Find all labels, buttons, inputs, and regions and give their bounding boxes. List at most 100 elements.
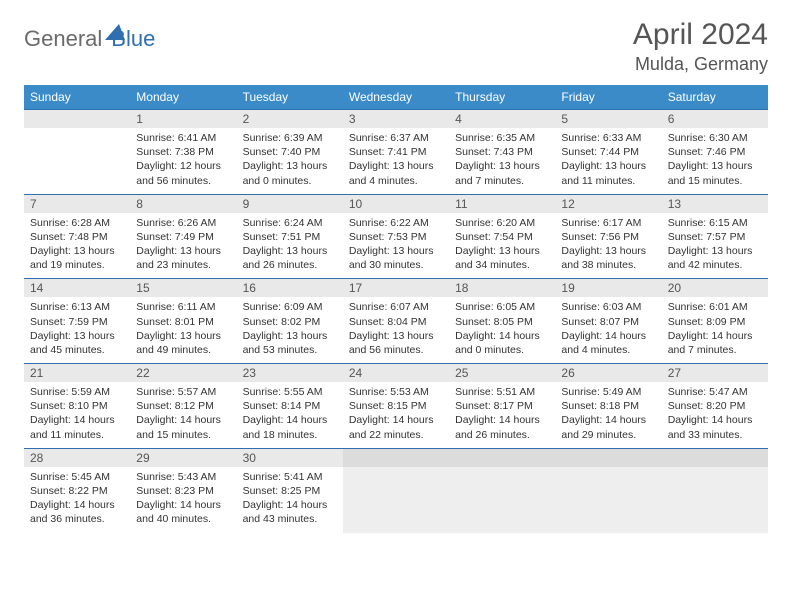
day-content-cell: Sunrise: 5:57 AMSunset: 8:12 PMDaylight:… (130, 382, 236, 448)
sun-info-line: and 4 minutes. (561, 343, 655, 357)
sun-info-line: Daylight: 13 hours (243, 329, 337, 343)
day-header: Wednesday (343, 85, 449, 110)
day-number-cell: 16 (237, 279, 343, 298)
day-number-cell: 13 (662, 194, 768, 213)
day-number-cell: 24 (343, 364, 449, 383)
sun-info-line: and 29 minutes. (561, 428, 655, 442)
day-number-cell: 23 (237, 364, 343, 383)
logo: General Blue (24, 24, 155, 53)
day-number-cell: 2 (237, 110, 343, 129)
sun-info-line: Sunrise: 5:55 AM (243, 385, 337, 399)
sun-info-line: Sunset: 8:10 PM (30, 399, 124, 413)
sun-info-line: Sunset: 7:46 PM (668, 145, 762, 159)
sun-info-line: Daylight: 13 hours (136, 244, 230, 258)
day-header: Friday (555, 85, 661, 110)
sun-info-line: Daylight: 13 hours (561, 159, 655, 173)
sun-info-line: Daylight: 14 hours (136, 498, 230, 512)
sun-info-line: Sunset: 7:56 PM (561, 230, 655, 244)
sun-info-line: Daylight: 13 hours (668, 159, 762, 173)
sun-info-line: Daylight: 14 hours (136, 413, 230, 427)
sun-info-line: Sunset: 7:41 PM (349, 145, 443, 159)
location-subtitle: Mulda, Germany (633, 54, 768, 75)
day-content-cell: Sunrise: 5:53 AMSunset: 8:15 PMDaylight:… (343, 382, 449, 448)
sun-info-line: and 11 minutes. (30, 428, 124, 442)
day-number-cell: 1 (130, 110, 236, 129)
day-number-cell: 10 (343, 194, 449, 213)
day-number-cell: 17 (343, 279, 449, 298)
day-content-cell: Sunrise: 6:05 AMSunset: 8:05 PMDaylight:… (449, 297, 555, 363)
sun-info-line: and 53 minutes. (243, 343, 337, 357)
sun-info-line: Sunset: 8:18 PM (561, 399, 655, 413)
header: General Blue April 2024 Mulda, Germany (24, 18, 768, 75)
sun-info-line: Sunset: 8:12 PM (136, 399, 230, 413)
sun-info-line: and 45 minutes. (30, 343, 124, 357)
sun-info-line: and 0 minutes. (243, 174, 337, 188)
day-number-row: 123456 (24, 110, 768, 129)
sun-info-line: Sunset: 7:44 PM (561, 145, 655, 159)
sun-info-line: and 42 minutes. (668, 258, 762, 272)
sun-info-line: Daylight: 14 hours (243, 413, 337, 427)
sun-info-line: Daylight: 12 hours (136, 159, 230, 173)
day-number-row: 78910111213 (24, 194, 768, 213)
sun-info-line: Daylight: 13 hours (30, 244, 124, 258)
day-content-cell: Sunrise: 6:13 AMSunset: 7:59 PMDaylight:… (24, 297, 130, 363)
day-content-cell: Sunrise: 6:41 AMSunset: 7:38 PMDaylight:… (130, 128, 236, 194)
sun-info-line: Sunset: 7:48 PM (30, 230, 124, 244)
day-content-cell: Sunrise: 6:15 AMSunset: 7:57 PMDaylight:… (662, 213, 768, 279)
day-content-cell: Sunrise: 6:37 AMSunset: 7:41 PMDaylight:… (343, 128, 449, 194)
sun-info-line: and 19 minutes. (30, 258, 124, 272)
sun-info-line: Sunrise: 5:57 AM (136, 385, 230, 399)
day-number-cell: 9 (237, 194, 343, 213)
sun-info-line: and 40 minutes. (136, 512, 230, 526)
sun-info-line: Sunset: 8:20 PM (668, 399, 762, 413)
sun-info-line: and 11 minutes. (561, 174, 655, 188)
day-number-cell: 28 (24, 448, 130, 467)
sun-info-line: Sunset: 8:14 PM (243, 399, 337, 413)
day-number-cell (662, 448, 768, 467)
sun-info-line: Sunrise: 6:03 AM (561, 300, 655, 314)
sun-info-line: Sunset: 8:07 PM (561, 315, 655, 329)
day-content-cell: Sunrise: 5:59 AMSunset: 8:10 PMDaylight:… (24, 382, 130, 448)
sun-info-line: Daylight: 13 hours (561, 244, 655, 258)
day-header: Tuesday (237, 85, 343, 110)
day-content-cell: Sunrise: 6:17 AMSunset: 7:56 PMDaylight:… (555, 213, 661, 279)
sun-info-line: and 34 minutes. (455, 258, 549, 272)
day-number-cell: 29 (130, 448, 236, 467)
day-content-cell: Sunrise: 6:22 AMSunset: 7:53 PMDaylight:… (343, 213, 449, 279)
sun-info-line: and 49 minutes. (136, 343, 230, 357)
sun-info-line: Sunset: 8:22 PM (30, 484, 124, 498)
logo-text-blue: Blue (111, 26, 155, 52)
day-header: Sunday (24, 85, 130, 110)
day-content-row: Sunrise: 6:13 AMSunset: 7:59 PMDaylight:… (24, 297, 768, 363)
sun-info-line: Daylight: 14 hours (561, 329, 655, 343)
page-title: April 2024 (633, 18, 768, 52)
day-content-cell: Sunrise: 5:45 AMSunset: 8:22 PMDaylight:… (24, 467, 130, 533)
sun-info-line: Daylight: 13 hours (349, 244, 443, 258)
day-number-cell: 7 (24, 194, 130, 213)
day-header: Monday (130, 85, 236, 110)
sun-info-line: Sunrise: 6:11 AM (136, 300, 230, 314)
day-number-cell: 21 (24, 364, 130, 383)
day-content-cell: Sunrise: 5:49 AMSunset: 8:18 PMDaylight:… (555, 382, 661, 448)
sun-info-line: Sunrise: 5:59 AM (30, 385, 124, 399)
sun-info-line: Sunrise: 5:45 AM (30, 470, 124, 484)
sun-info-line: and 22 minutes. (349, 428, 443, 442)
sun-info-line: Sunset: 8:09 PM (668, 315, 762, 329)
sun-info-line: Sunrise: 6:17 AM (561, 216, 655, 230)
sun-info-line: Daylight: 14 hours (455, 329, 549, 343)
sun-info-line: Sunrise: 6:01 AM (668, 300, 762, 314)
day-header: Thursday (449, 85, 555, 110)
sun-info-line: and 4 minutes. (349, 174, 443, 188)
sun-info-line: Sunrise: 6:37 AM (349, 131, 443, 145)
sun-info-line: Sunset: 8:25 PM (243, 484, 337, 498)
sun-info-line: Sunrise: 6:15 AM (668, 216, 762, 230)
sun-info-line: Daylight: 14 hours (30, 498, 124, 512)
sun-info-line: Sunrise: 5:47 AM (668, 385, 762, 399)
sun-info-line: Sunrise: 6:35 AM (455, 131, 549, 145)
day-number-row: 21222324252627 (24, 364, 768, 383)
day-content-row: Sunrise: 6:41 AMSunset: 7:38 PMDaylight:… (24, 128, 768, 194)
sun-info-line: Sunrise: 6:13 AM (30, 300, 124, 314)
day-number-cell: 30 (237, 448, 343, 467)
day-content-cell: Sunrise: 5:41 AMSunset: 8:25 PMDaylight:… (237, 467, 343, 533)
sun-info-line: Daylight: 14 hours (455, 413, 549, 427)
